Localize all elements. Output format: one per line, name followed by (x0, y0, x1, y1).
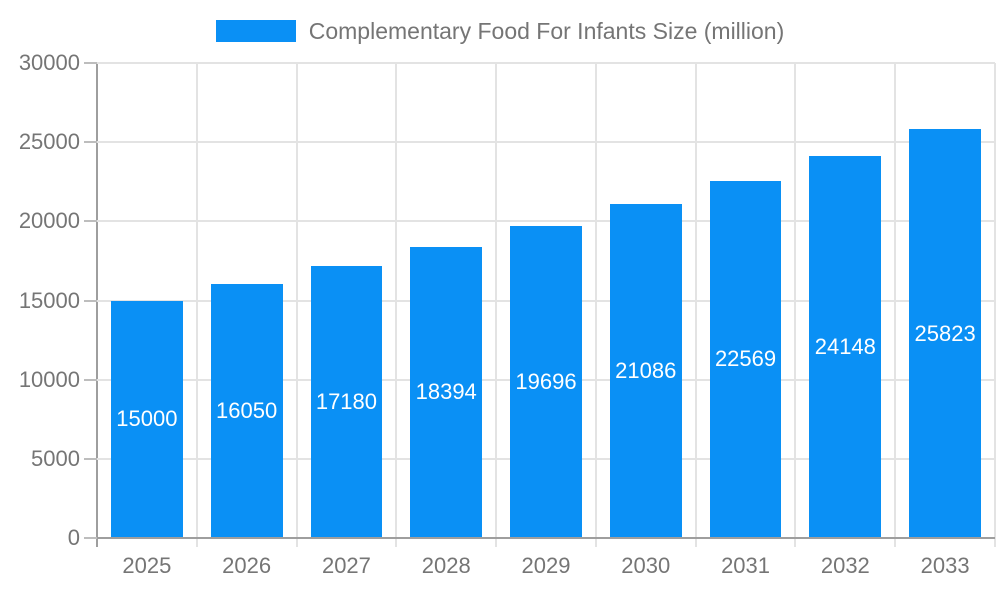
x-axis-tick-label: 2031 (721, 553, 771, 578)
bar-value-label: 25823 (914, 320, 976, 346)
gridline-vertical (694, 63, 697, 547)
y-axis-tick-label: 0 (67, 525, 80, 550)
bar-value-label: 21086 (615, 358, 677, 384)
bar-2033[interactable]: 25823 (909, 129, 982, 538)
gridline-vertical (295, 63, 298, 547)
bar-value-label: 16050 (216, 397, 278, 423)
x-axis-tick-label: 2029 (521, 553, 571, 578)
x-axis-tick-label: 2033 (920, 553, 970, 578)
gridline-horizontal (97, 220, 995, 223)
y-axis-tick-label: 5000 (31, 445, 80, 471)
bar-2030[interactable]: 21086 (609, 204, 682, 538)
y-axis-tick-label: 15000 (18, 287, 80, 313)
x-axis-tick-label: 2025 (122, 553, 172, 578)
y-axis-tick (84, 62, 97, 64)
x-axis-tick-label: 2032 (820, 553, 870, 578)
y-axis-tick (84, 537, 97, 539)
x-axis-tick-label: 2030 (621, 553, 671, 578)
y-axis-line (96, 63, 98, 547)
legend-label: Complementary Food For Infants Size (mil… (308, 17, 785, 44)
bar-value-label: 15000 (116, 406, 178, 432)
bar-value-label: 19696 (515, 369, 577, 395)
gridline-vertical (495, 63, 498, 547)
y-axis-tick (84, 299, 97, 302)
gridline-vertical (894, 63, 897, 547)
x-axis-tick-label: 2028 (421, 553, 471, 578)
gridline-vertical (994, 63, 996, 547)
bar-2032[interactable]: 24148 (809, 155, 882, 538)
bar-2026[interactable]: 16050 (210, 283, 283, 538)
y-axis-tick-label: 20000 (18, 208, 80, 234)
bar-2029[interactable]: 19696 (510, 226, 582, 538)
gridline-vertical (594, 63, 597, 547)
bar-2025[interactable]: 15000 (110, 300, 183, 538)
y-axis-tick-label: 25000 (18, 129, 80, 155)
bar-2027[interactable]: 17180 (310, 265, 383, 538)
y-axis-tick (84, 457, 97, 460)
gridline-horizontal (97, 62, 995, 64)
bar-2031[interactable]: 22569 (709, 180, 782, 538)
legend-swatch-icon (215, 20, 296, 42)
bar-value-label: 24148 (814, 333, 876, 359)
bar-2028[interactable]: 18394 (410, 246, 483, 538)
y-axis-tick-label: 30000 (18, 50, 80, 75)
gridline-vertical (794, 63, 797, 547)
bar-value-label: 17180 (315, 388, 378, 414)
x-axis-tick-label: 2027 (321, 553, 371, 578)
bar-value-label: 22569 (714, 346, 777, 372)
y-axis-tick (84, 378, 97, 381)
y-axis-tick (84, 141, 97, 144)
gridline-vertical (195, 63, 198, 547)
legend[interactable]: Complementary Food For Infants Size (mil… (0, 17, 1000, 44)
plot-area: 15000 16050 17180 18394 19696 21086 22569 24148… (97, 62, 996, 547)
gridline-vertical (395, 63, 398, 547)
x-axis-line (85, 537, 995, 539)
x-axis-tick-label: 2026 (222, 553, 272, 578)
bar-value-label: 18394 (415, 379, 477, 405)
y-axis-tick-label: 10000 (18, 366, 80, 392)
gridline-horizontal (97, 141, 995, 144)
y-axis-tick (84, 220, 97, 223)
